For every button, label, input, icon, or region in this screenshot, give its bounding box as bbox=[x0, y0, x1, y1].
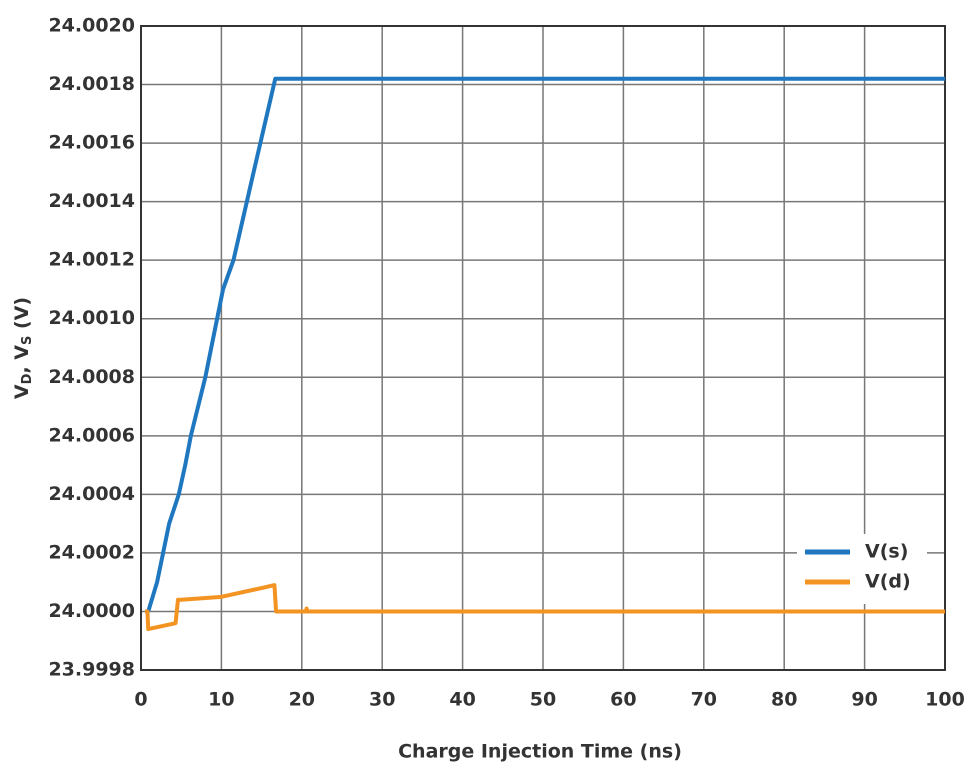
x-tick-label: 40 bbox=[449, 689, 475, 711]
x-tick-label: 90 bbox=[851, 689, 877, 711]
y-tick-label: 24.0010 bbox=[48, 307, 135, 329]
y-tick-label: 24.0004 bbox=[48, 483, 135, 505]
y-axis-label: VD, VS (V) bbox=[11, 297, 35, 399]
y-label-part: S bbox=[20, 336, 35, 345]
x-tick-label: 60 bbox=[610, 689, 636, 711]
y-tick-label: 24.0008 bbox=[48, 366, 135, 388]
x-axis-label: Charge Injection Time (ns) bbox=[398, 741, 682, 763]
legend-label: V(s) bbox=[865, 541, 908, 563]
data-line bbox=[145, 583, 945, 632]
plot-frame bbox=[140, 25, 946, 671]
x-tick-label: 100 bbox=[925, 689, 965, 711]
y-tick-label: 24.0012 bbox=[48, 249, 135, 271]
x-tick-label: 20 bbox=[289, 689, 315, 711]
y-tick-label: 23.9998 bbox=[48, 659, 135, 681]
x-tick-label: 80 bbox=[771, 689, 797, 711]
x-tick-label: 10 bbox=[208, 689, 234, 711]
y-label-part: V bbox=[11, 384, 33, 399]
y-tick-label: 24.0002 bbox=[48, 541, 135, 563]
y-tick-label: 24.0016 bbox=[48, 132, 135, 154]
legend-label: V(d) bbox=[865, 571, 911, 593]
x-tick-label: 30 bbox=[369, 689, 395, 711]
y-tick-label: 24.0020 bbox=[48, 15, 135, 37]
y-tick-label: 24.0006 bbox=[48, 424, 135, 446]
y-label-part: D bbox=[20, 373, 35, 384]
data-line bbox=[146, 76, 945, 613]
y-tick-label: 24.0014 bbox=[48, 190, 135, 212]
x-tick-label: 0 bbox=[134, 689, 147, 711]
y-label-part: , V bbox=[11, 345, 33, 374]
legend-box bbox=[797, 534, 927, 604]
x-tick-label: 50 bbox=[530, 689, 556, 711]
y-label-part: (V) bbox=[11, 297, 33, 336]
y-tick-label: 24.0000 bbox=[48, 600, 135, 622]
y-tick-label: 24.0018 bbox=[48, 73, 135, 95]
x-tick-label: 70 bbox=[691, 689, 717, 711]
